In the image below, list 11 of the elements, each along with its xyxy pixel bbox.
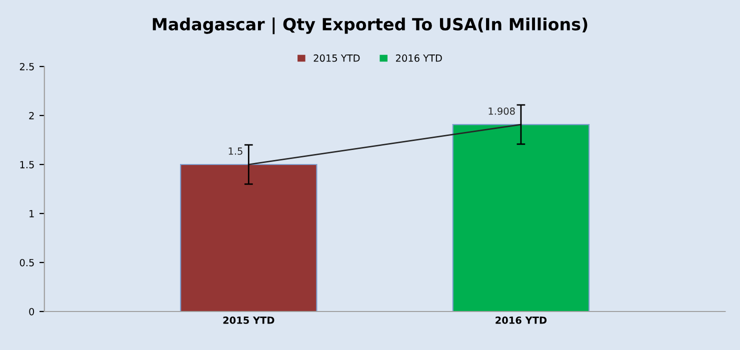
y-tick-label: 0.5 <box>20 258 34 266</box>
legend-label: 2016 YTD <box>396 54 442 62</box>
y-tick-label: 2 <box>29 112 34 120</box>
y-tick-label: 1 <box>30 210 34 218</box>
y-tick-label: 0 <box>29 308 34 316</box>
legend-label: 2015 YTD <box>314 54 360 62</box>
data-label: 1.908 <box>488 107 515 115</box>
y-tick-label: 2.5 <box>20 62 34 70</box>
chart-title: Madagascar | Qty Exported To USA(In Millions) <box>152 18 588 34</box>
data-label: 1.5 <box>228 148 242 155</box>
y-tick-label: 1.5 <box>20 161 34 168</box>
